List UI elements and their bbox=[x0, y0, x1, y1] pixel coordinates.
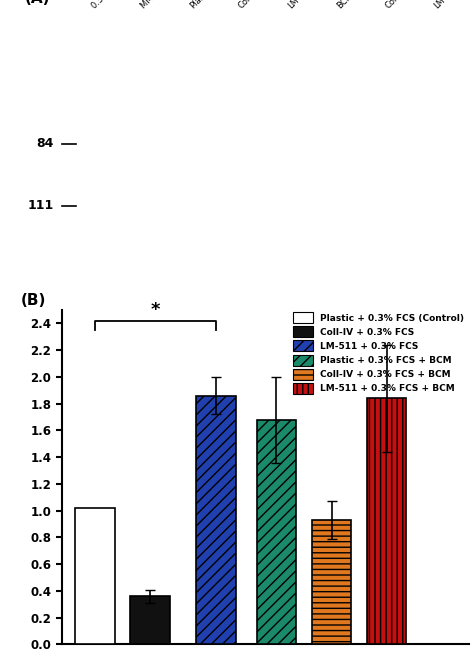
Text: MMP-9 K/O BCM: MMP-9 K/O BCM bbox=[139, 0, 193, 10]
Bar bbox=[130, 596, 170, 644]
Text: (A): (A) bbox=[25, 0, 50, 6]
Text: LM-511+BCM: LM-511+BCM bbox=[433, 0, 474, 10]
Ellipse shape bbox=[216, 159, 258, 191]
Ellipse shape bbox=[320, 76, 349, 96]
Text: LM-511: LM-511 bbox=[286, 0, 314, 10]
Ellipse shape bbox=[165, 158, 211, 192]
Ellipse shape bbox=[383, 138, 474, 212]
Bar bbox=[196, 396, 236, 644]
Ellipse shape bbox=[362, 71, 406, 102]
Ellipse shape bbox=[116, 69, 162, 104]
Ellipse shape bbox=[383, 52, 474, 120]
Text: BCM: BCM bbox=[335, 0, 355, 10]
Ellipse shape bbox=[105, 61, 173, 112]
Text: Coll-IV+BCM: Coll-IV+BCM bbox=[383, 0, 428, 10]
Text: 111: 111 bbox=[27, 199, 54, 212]
Ellipse shape bbox=[410, 71, 456, 102]
Ellipse shape bbox=[223, 165, 251, 185]
Bar bbox=[312, 520, 351, 644]
Text: (B): (B) bbox=[21, 294, 46, 309]
Bar bbox=[75, 508, 115, 644]
Bar bbox=[367, 398, 407, 644]
Text: 84: 84 bbox=[36, 137, 54, 150]
Ellipse shape bbox=[417, 77, 448, 96]
Ellipse shape bbox=[206, 150, 268, 199]
Ellipse shape bbox=[155, 149, 222, 201]
Ellipse shape bbox=[252, 149, 319, 201]
Ellipse shape bbox=[90, 49, 188, 124]
Ellipse shape bbox=[369, 77, 398, 96]
Ellipse shape bbox=[139, 137, 237, 212]
Ellipse shape bbox=[237, 137, 335, 212]
Ellipse shape bbox=[351, 63, 416, 110]
Ellipse shape bbox=[313, 70, 356, 103]
Ellipse shape bbox=[173, 164, 203, 186]
Ellipse shape bbox=[351, 150, 416, 199]
Ellipse shape bbox=[362, 159, 406, 191]
Ellipse shape bbox=[303, 62, 366, 111]
Ellipse shape bbox=[369, 165, 398, 185]
Text: Plastic: Plastic bbox=[188, 0, 214, 10]
Ellipse shape bbox=[289, 51, 381, 122]
Legend: Plastic + 0.3% FCS (Control), Coll-IV + 0.3% FCS, LM-511 + 0.3% FCS, Plastic + 0: Plastic + 0.3% FCS (Control), Coll-IV + … bbox=[292, 311, 465, 395]
Ellipse shape bbox=[399, 63, 466, 110]
Text: Coll-IV: Coll-IV bbox=[237, 0, 263, 10]
Ellipse shape bbox=[124, 76, 155, 97]
Ellipse shape bbox=[410, 158, 456, 191]
Ellipse shape bbox=[337, 139, 430, 210]
Ellipse shape bbox=[191, 139, 283, 210]
Text: *: * bbox=[151, 301, 160, 320]
Ellipse shape bbox=[271, 164, 301, 186]
Ellipse shape bbox=[337, 52, 430, 120]
Ellipse shape bbox=[399, 150, 466, 200]
Bar bbox=[256, 420, 296, 644]
Ellipse shape bbox=[263, 158, 309, 192]
Text: 0.3% FCS medium: 0.3% FCS medium bbox=[90, 0, 151, 10]
Ellipse shape bbox=[417, 164, 448, 186]
